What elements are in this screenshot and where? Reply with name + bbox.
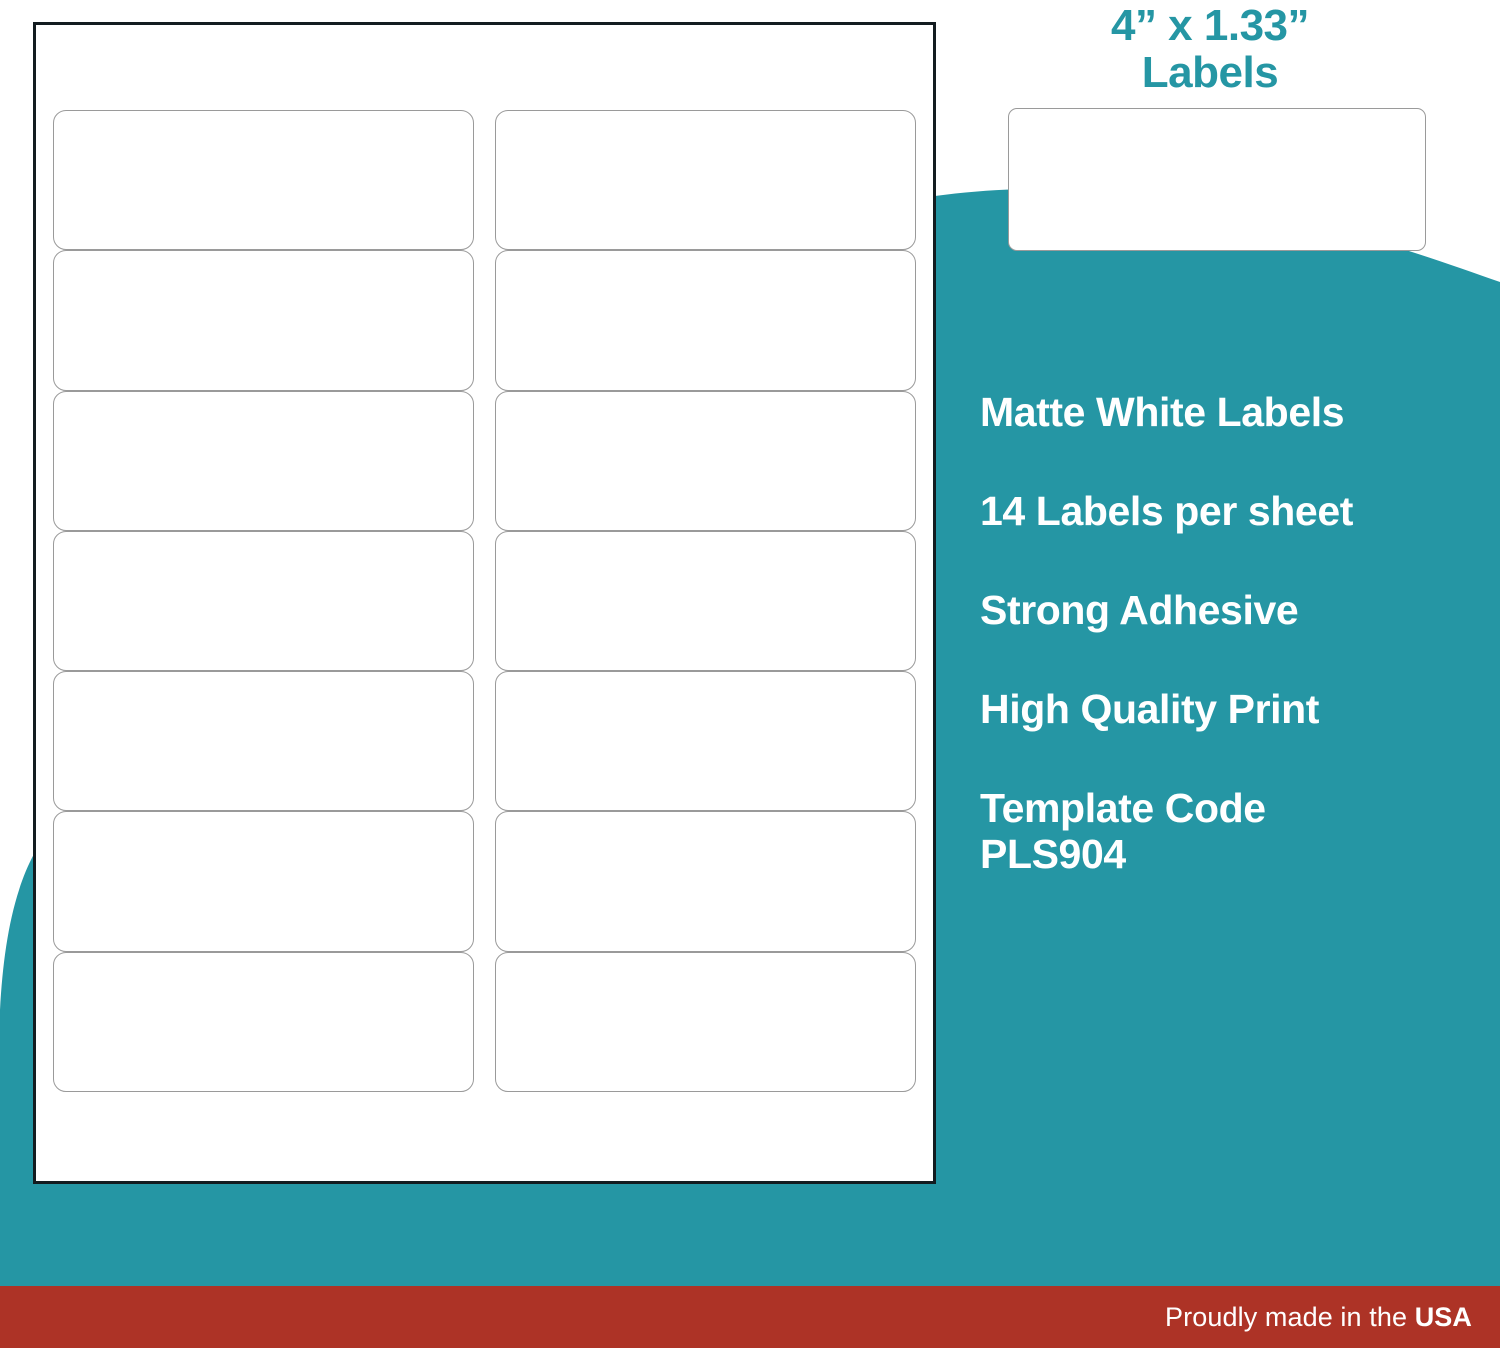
banner-prefix: Proudly made in the (1165, 1301, 1415, 1332)
sheet-label-cell[interactable] (53, 250, 474, 391)
sheet-label-cell[interactable] (53, 811, 474, 952)
label-sheet (33, 22, 936, 1184)
headline: 4” x 1.33” Labels (950, 2, 1470, 96)
sheet-label-cell[interactable] (53, 951, 474, 1093)
sheet-label-cell[interactable] (495, 671, 916, 812)
feature-item: Matte White Labels (980, 389, 1345, 435)
sheet-label-cell[interactable] (495, 250, 916, 391)
headline-dimensions: 4” x 1.33” (1110, 1, 1310, 50)
sheet-label-cell[interactable] (495, 951, 916, 1093)
sheet-label-cell[interactable] (495, 811, 916, 952)
sheet-label-cell[interactable] (53, 530, 474, 672)
sheet-label-cell[interactable] (495, 390, 916, 531)
feature-item: Strong Adhesive (980, 586, 1299, 633)
made-in-usa-banner: Proudly made in the USA (0, 1286, 1500, 1348)
feature-list: Matte White Labels 14 Labels per sheet S… (980, 389, 1480, 877)
banner-usa-emphasis: USA (1414, 1301, 1472, 1332)
sheet-label-cell[interactable] (53, 390, 474, 531)
label-grid (53, 110, 916, 1093)
feature-item: Template Code PLS904 (980, 784, 1266, 877)
sheet-label-cell[interactable] (495, 530, 916, 672)
sheet-label-cell[interactable] (495, 110, 916, 251)
feature-item: 14 Labels per sheet (980, 487, 1353, 534)
banner-text: Proudly made in the USA (1165, 1302, 1500, 1333)
feature-item: High Quality Print (980, 685, 1320, 732)
sample-label-card (1008, 108, 1426, 251)
sheet-label-cell[interactable] (53, 110, 474, 251)
sheet-label-cell[interactable] (53, 671, 474, 812)
headline-subject: Labels (1141, 48, 1279, 98)
